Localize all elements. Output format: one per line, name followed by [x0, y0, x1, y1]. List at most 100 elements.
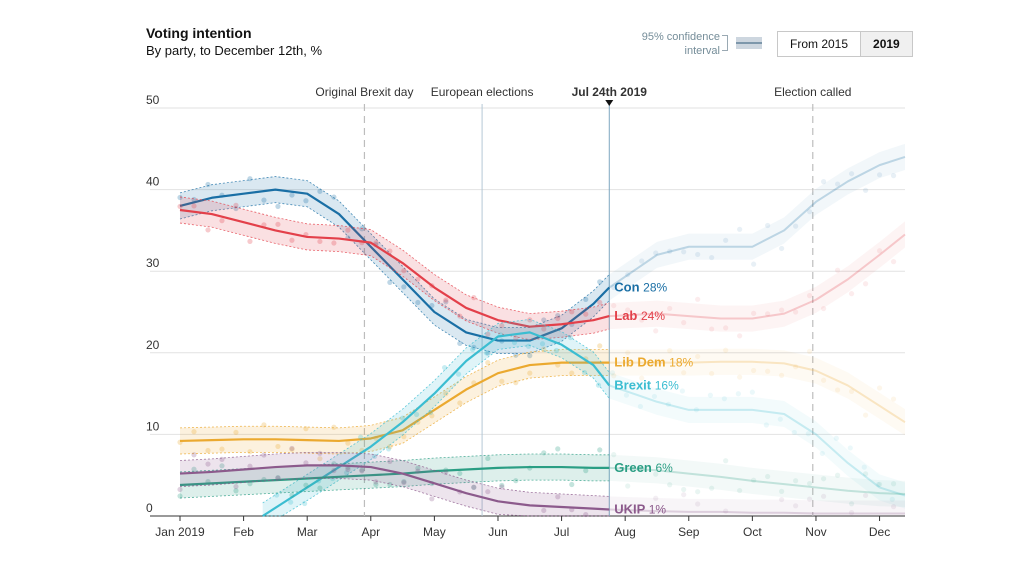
ukip-poll-dot	[275, 475, 281, 481]
lab-poll-dot	[513, 335, 519, 341]
lab-poll-dot	[890, 259, 897, 265]
lib-dem-poll-dot	[597, 343, 603, 349]
toggle-from-2015[interactable]: From 2015	[790, 37, 849, 51]
green-poll-dot	[373, 481, 379, 488]
lab-poll-dot	[653, 328, 659, 334]
x-tick-7: Aug	[614, 525, 635, 539]
lib-dem-end-label: Lib Dem 18%	[614, 355, 693, 370]
lab-poll-dot	[751, 310, 757, 316]
brexit-future-band	[609, 372, 905, 509]
lab-poll-dot	[611, 302, 617, 309]
green-poll-dot	[834, 472, 841, 478]
con-poll-dot	[862, 187, 869, 193]
con-label-name: Con	[614, 280, 643, 295]
con-poll-dot	[709, 254, 715, 261]
y-tick-10: 10	[146, 419, 160, 433]
lab-poll-dot	[191, 203, 197, 209]
ukip-poll-dot	[862, 492, 869, 499]
green-poll-dot	[583, 468, 589, 474]
lab-poll-dot	[485, 331, 491, 337]
brexit-poll-dot	[805, 431, 811, 437]
ukip-poll-dot	[555, 494, 561, 500]
green-poll-dot	[303, 482, 309, 488]
ukip-poll-dot	[359, 468, 365, 474]
green-poll-dot	[499, 482, 505, 488]
ukip-poll-dot	[289, 445, 295, 452]
lib-dem-poll-dot	[625, 350, 631, 356]
ukip-end-label: UKIP 1%	[614, 501, 666, 516]
lab-poll-dot	[765, 311, 771, 317]
con-ci-upper	[179, 176, 610, 328]
ukip-poll-dot	[191, 452, 197, 458]
con-poll-dot	[597, 279, 603, 285]
brexit-poll-dot	[721, 396, 727, 402]
lib-dem-poll-dot	[345, 440, 351, 446]
brexit-end-label: Brexit 16%	[614, 377, 679, 392]
lib-dem-poll-dot	[653, 360, 659, 366]
lab-poll-dot	[876, 248, 883, 254]
green-poll-dot	[779, 488, 785, 494]
lib-dem-poll-dot	[499, 378, 505, 384]
ukip-poll-dot	[485, 489, 491, 495]
lib-dem-poll-dot	[247, 449, 253, 455]
lab-poll-dot	[471, 295, 477, 301]
con-poll-dot	[261, 197, 267, 203]
green-poll-dot	[457, 470, 463, 477]
brexit-poll-dot	[609, 370, 616, 376]
con-poll-dot	[303, 198, 309, 204]
con-poll-dot	[625, 271, 631, 278]
con-poll-dot	[793, 223, 799, 229]
green-poll-dot	[723, 458, 729, 464]
green-label-value: 6%	[655, 461, 673, 475]
lab-poll-dot	[681, 320, 687, 326]
toggle-2019[interactable]: 2019	[860, 32, 912, 56]
brexit-poll-dot	[889, 496, 895, 502]
ukip-poll-dot	[233, 483, 239, 490]
ukip-trend-line	[179, 464, 610, 511]
lab-poll-dot	[401, 268, 407, 274]
lib-dem-poll-dot	[303, 426, 309, 432]
ukip-label-name: UKIP	[614, 501, 648, 516]
lab-poll-dot	[275, 221, 281, 227]
range-toggle[interactable]: From 2015 2019	[777, 31, 913, 57]
ukip-poll-dot	[793, 503, 799, 509]
lab-poll-dot	[205, 227, 211, 233]
annotation-label-2: Jul 24th 2019	[572, 85, 648, 99]
lab-future-band	[609, 221, 905, 332]
brexit-poll-dot	[875, 481, 881, 488]
con-poll-dot	[779, 245, 785, 252]
green-poll-dot	[695, 489, 701, 495]
green-poll-dot	[233, 488, 239, 494]
green-future-band	[609, 454, 905, 508]
lib-dem-poll-dot	[779, 372, 785, 378]
x-tick-3: Apr	[361, 525, 380, 539]
lab-poll-dot	[247, 238, 253, 244]
lab-poll-dot	[639, 317, 645, 323]
con-label-value: 28%	[643, 281, 667, 295]
green-poll-dot	[415, 465, 421, 471]
ukip-poll-dot	[177, 486, 183, 493]
lab-poll-dot	[695, 296, 701, 302]
brexit-poll-dot	[679, 388, 686, 394]
brexit-poll-dot	[288, 499, 294, 505]
ukip-poll-dot	[723, 508, 729, 514]
lab-poll-dot	[415, 276, 421, 282]
lab-poll-dot	[848, 291, 855, 297]
brexit-poll-dot	[274, 492, 280, 498]
brexit-poll-dot	[861, 464, 867, 470]
lab-poll-dot	[387, 248, 393, 254]
brexit-ci-upper	[262, 318, 610, 504]
con-end-label: Con 28%	[614, 280, 667, 295]
lib-dem-poll-dot	[275, 443, 281, 450]
lib-dem-ci-lower	[179, 375, 610, 455]
x-tick-6: Jul	[554, 525, 569, 539]
lib-dem-poll-dot	[541, 346, 547, 352]
brexit-poll-dot	[637, 403, 644, 410]
con-poll-dot	[695, 251, 701, 258]
lib-dem-future-line	[609, 360, 906, 424]
lib-dem-poll-dot	[443, 391, 449, 397]
con-poll-dot	[653, 250, 659, 256]
lib-dem-poll-dot	[695, 353, 701, 360]
lib-dem-label-value: 18%	[669, 356, 693, 370]
